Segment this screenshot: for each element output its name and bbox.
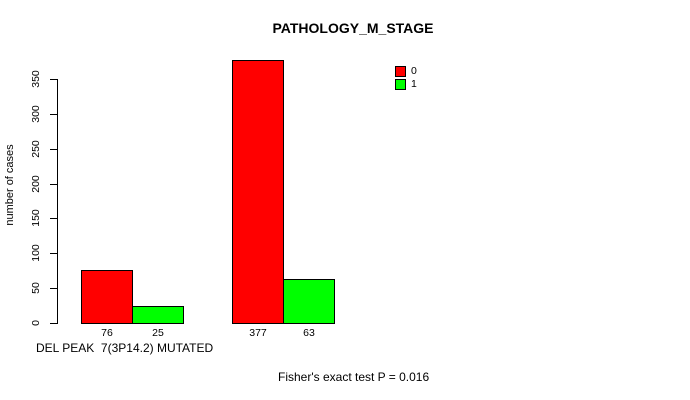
y-axis-tick-label: 350 [30, 70, 42, 88]
y-axis-tick [50, 218, 58, 219]
x-axis-title: DEL PEAK 7(3P14.2) MUTATED [36, 341, 214, 355]
chart-title: PATHOLOGY_M_STAGE [272, 20, 434, 36]
y-axis-tick [50, 79, 58, 80]
stats-annotation: Fisher's exact test P = 0.016 [278, 370, 430, 384]
legend-row: 0 [395, 65, 417, 77]
y-axis-tick [50, 288, 58, 289]
legend-swatch-icon [395, 65, 406, 77]
legend-swatch-icon [395, 78, 406, 90]
y-axis-tick-label: 200 [30, 175, 42, 193]
bar-value-label: 63 [303, 327, 315, 339]
y-axis-tick [50, 253, 58, 254]
y-axis-tick-label: 50 [30, 282, 42, 294]
bar-value-label: 25 [152, 327, 164, 339]
bar-series-1 [132, 306, 184, 324]
y-axis-line [57, 79, 58, 324]
y-axis-tick-label: 0 [30, 320, 42, 326]
y-axis-tick-label: 150 [30, 209, 42, 227]
bar-value-label: 76 [101, 327, 113, 339]
y-axis-tick-label: 300 [30, 105, 42, 123]
legend-row: 1 [395, 78, 417, 90]
bar-value-label: 377 [249, 327, 267, 339]
y-axis-tick [50, 114, 58, 115]
bar-series-0 [232, 60, 284, 324]
y-axis-tick [50, 323, 58, 324]
legend-label: 1 [411, 77, 417, 90]
y-axis-tick [50, 184, 58, 185]
bar-series-0 [81, 270, 133, 324]
y-axis-tick-label: 250 [30, 140, 42, 158]
y-axis-tick-label: 100 [30, 244, 42, 262]
bar-series-1 [283, 279, 335, 324]
y-axis-tick [50, 149, 58, 150]
legend-label: 0 [411, 64, 417, 77]
